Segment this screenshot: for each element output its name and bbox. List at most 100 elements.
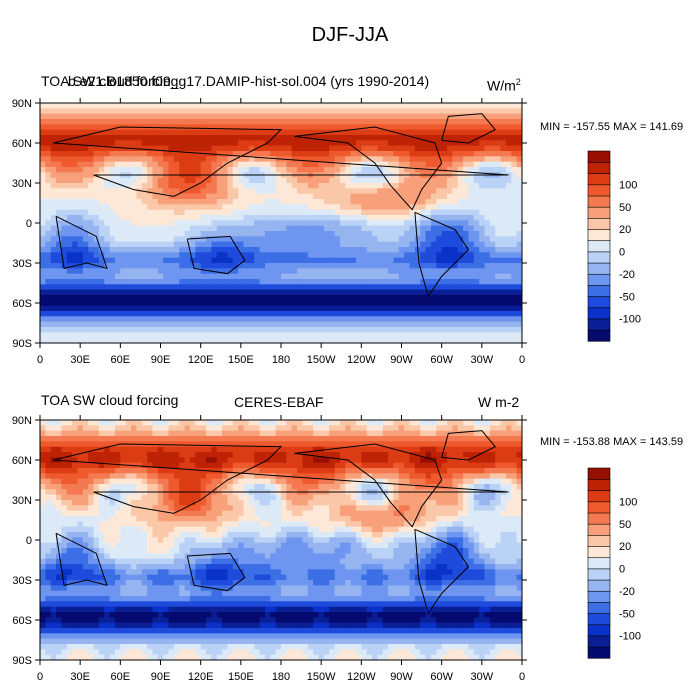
- field-cell: [206, 135, 212, 141]
- field-cell: [66, 468, 73, 474]
- field-cell: [436, 462, 443, 469]
- field-cell: [141, 225, 148, 232]
- field-cell: [414, 220, 421, 227]
- field-cell: [473, 316, 480, 323]
- field-cell: [447, 183, 453, 189]
- field-cell: [82, 247, 89, 253]
- field-cell: [98, 279, 105, 285]
- field-cell: [286, 124, 293, 131]
- field-cell: [98, 337, 105, 344]
- field-cell: [291, 268, 298, 275]
- field-cell: [495, 273, 502, 280]
- field-cell: [45, 268, 52, 275]
- field-cell: [227, 252, 234, 259]
- field-cell: [248, 129, 255, 136]
- field-cell: [366, 316, 373, 323]
- field-cell: [489, 279, 496, 285]
- field-cell: [50, 247, 57, 253]
- field-cell: [45, 161, 52, 168]
- field-cell: [366, 241, 373, 248]
- field-cell: [270, 257, 277, 264]
- field-cell: [372, 268, 378, 275]
- field-cell: [355, 108, 362, 115]
- field-cell: [516, 241, 523, 248]
- field-cell: [93, 295, 100, 301]
- field-cell: [473, 305, 480, 312]
- field-cell: [88, 441, 95, 448]
- field-cell: [377, 108, 384, 115]
- field-cell: [291, 252, 298, 259]
- field-cell: [323, 183, 330, 189]
- field-cell: [398, 436, 405, 442]
- field-cell: [77, 231, 84, 237]
- colorbar-label: -20: [619, 269, 635, 281]
- field-cell: [404, 268, 411, 275]
- field-cell: [109, 436, 116, 442]
- field-cell: [323, 140, 330, 147]
- field-cell: [238, 295, 245, 301]
- field-cell: [50, 332, 57, 339]
- field-cell: [484, 446, 491, 453]
- field-cell: [366, 135, 373, 141]
- field-cell: [136, 220, 143, 227]
- field-cell: [136, 140, 143, 147]
- field-cell: [248, 231, 255, 237]
- field-cell: [270, 337, 277, 344]
- field-cell: [131, 220, 137, 227]
- field-cell: [227, 199, 234, 205]
- field-cell: [40, 327, 46, 333]
- field-cell: [441, 300, 448, 307]
- field-cell: [382, 284, 389, 291]
- field-cell: [189, 311, 196, 317]
- field-cell: [382, 209, 389, 216]
- field-cell: [163, 457, 170, 464]
- field-cell: [382, 316, 389, 323]
- field-cell: [82, 199, 89, 205]
- field-cell: [307, 441, 314, 448]
- field-cell: [281, 289, 287, 296]
- field-cell: [50, 209, 57, 216]
- field-cell: [259, 305, 266, 312]
- field-cell: [243, 316, 250, 323]
- field-cell: [452, 220, 459, 227]
- field-cell: [345, 273, 352, 280]
- field-cell: [157, 225, 164, 232]
- field-cell: [179, 327, 186, 333]
- field-cell: [511, 257, 518, 264]
- field-cell: [200, 273, 207, 280]
- field-cell: [425, 457, 432, 464]
- field-cell: [372, 305, 378, 312]
- field-cell: [313, 436, 319, 442]
- field-cell: [382, 247, 389, 253]
- field-cell: [168, 425, 175, 432]
- field-cell: [409, 273, 416, 280]
- field-cell: [179, 183, 186, 189]
- field-cell: [350, 220, 357, 227]
- field-cell: [195, 145, 202, 152]
- field-cell: [179, 446, 186, 453]
- field-cell: [50, 273, 57, 280]
- field-cell: [211, 177, 218, 184]
- field-cell: [168, 295, 175, 301]
- field-cell: [447, 436, 453, 442]
- field-cell: [516, 452, 523, 458]
- field-cell: [489, 113, 496, 120]
- field-cell: [40, 177, 46, 184]
- field-cell: [45, 452, 52, 458]
- field-cell: [88, 241, 95, 248]
- field-cell: [243, 289, 250, 296]
- field-cell: [61, 209, 68, 216]
- field-cell: [404, 452, 411, 458]
- field-cell: [104, 252, 111, 259]
- field-cell: [425, 289, 432, 296]
- field-cell: [329, 108, 336, 115]
- field-cell: [409, 327, 416, 333]
- field-cell: [82, 273, 89, 280]
- field-cell: [61, 441, 68, 448]
- field-cell: [393, 321, 400, 328]
- field-cell: [168, 430, 175, 437]
- field-cell: [184, 436, 191, 442]
- field-cell: [505, 305, 512, 312]
- field-cell: [382, 145, 389, 152]
- field-cell: [468, 441, 475, 448]
